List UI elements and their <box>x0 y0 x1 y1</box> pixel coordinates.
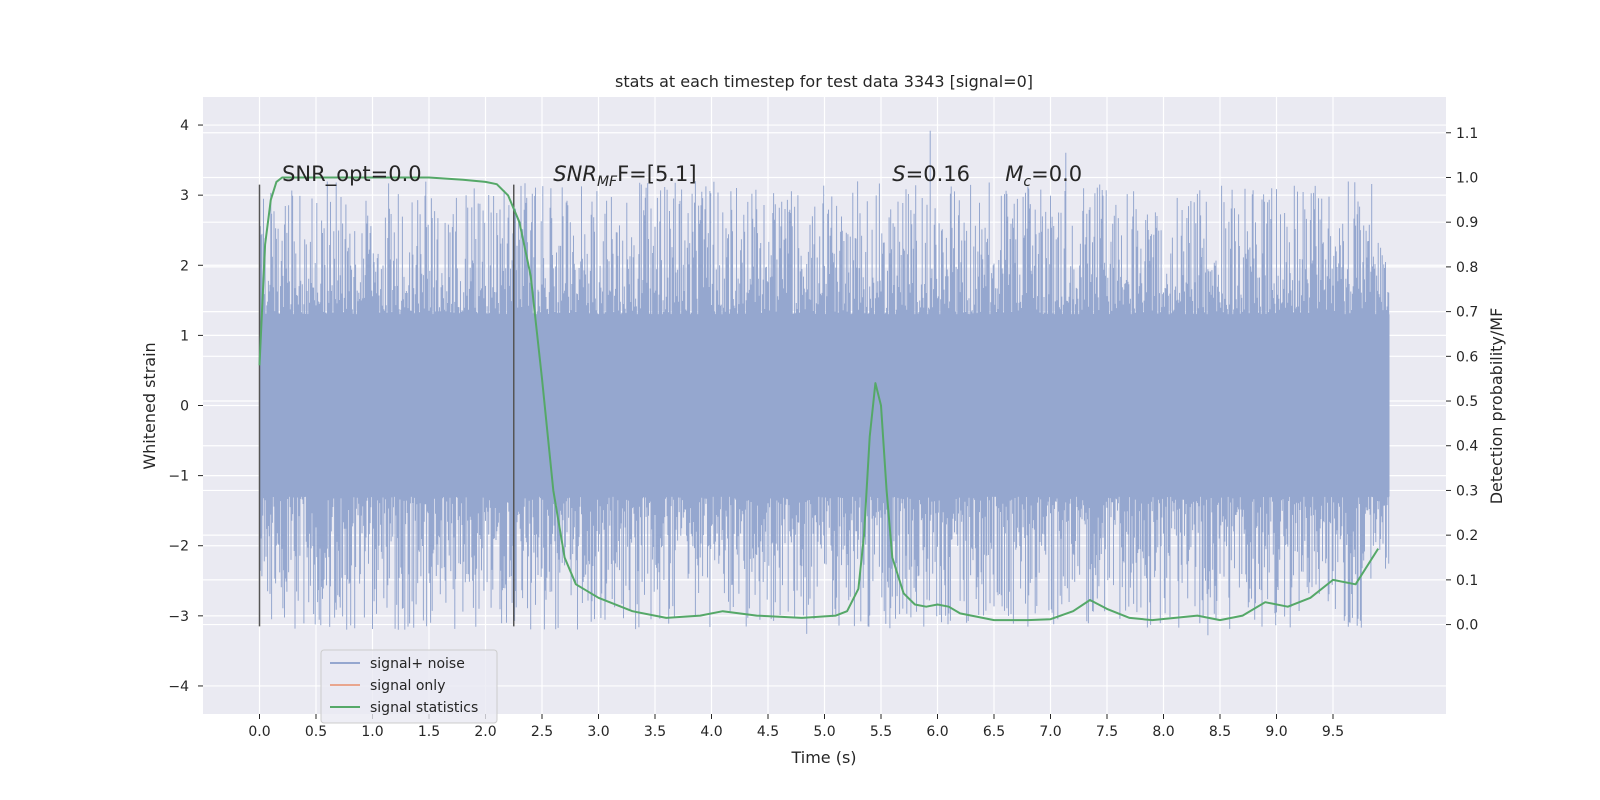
y-tick-label: 3 <box>180 188 189 204</box>
y-tick-label: −1 <box>168 469 189 485</box>
signal-statistics-series <box>258 176 1380 622</box>
y2-tick-label: 1.0 <box>1456 170 1478 186</box>
x-tick-label: 9.0 <box>1265 724 1287 740</box>
x-tick-label: 8.5 <box>1209 724 1231 740</box>
y2-tick-label: 1.1 <box>1456 126 1478 142</box>
annotation-snr-mf: SNRMFF=[5.1] <box>553 162 696 190</box>
x-tick-label: 3.5 <box>644 724 666 740</box>
annotation-mc: Mc=0.0 <box>1005 162 1082 190</box>
y-tick-label: 4 <box>180 118 189 134</box>
legend-label-stats: signal statistics <box>370 700 478 716</box>
x-tick-label: 8.0 <box>1152 724 1174 740</box>
y2-tick-label: 0.9 <box>1456 215 1478 231</box>
x-axis-label: Time (s) <box>790 748 856 767</box>
legend-label-noise: signal+ noise <box>370 656 465 672</box>
y-tick-label: −4 <box>168 679 189 695</box>
x-tick-label: 1.5 <box>418 724 440 740</box>
chart-title: stats at each timestep for test data 334… <box>615 72 1033 91</box>
y2-tick-label: 0.7 <box>1456 305 1478 321</box>
x-tick-label: 5.0 <box>813 724 835 740</box>
legend: signal+ noise signal only signal statist… <box>320 649 498 724</box>
y2-tick-label: 0.6 <box>1456 349 1478 365</box>
y-tick-label: −2 <box>168 539 189 555</box>
x-tick-label: 4.0 <box>700 724 722 740</box>
stat-line <box>258 176 1380 622</box>
y2-axis-label: Detection probability/MF <box>1487 308 1506 505</box>
marker-lines <box>258 184 515 627</box>
y-tick-label: 2 <box>180 258 189 274</box>
annotations: SNR_opt=0.0 SNRMFF=[5.1] S=0.16 Mc=0.0 <box>282 162 1082 190</box>
y2-tick-label: 0.2 <box>1456 528 1478 544</box>
y2-tick-label: 0.3 <box>1456 483 1478 499</box>
y2-tick-label: 0.8 <box>1456 260 1478 276</box>
x-tick-label: 5.5 <box>870 724 892 740</box>
x-tick-label: 7.0 <box>1039 724 1061 740</box>
x-tick-label: 6.5 <box>983 724 1005 740</box>
x-tick-label: 0.0 <box>248 724 270 740</box>
annotation-snr-opt: SNR_opt=0.0 <box>282 162 422 187</box>
x-tick-label: 9.5 <box>1322 724 1344 740</box>
signal-noise-series <box>259 130 1390 636</box>
x-tick-label: 7.5 <box>1096 724 1118 740</box>
x-tick-label: 0.5 <box>305 724 327 740</box>
x-tick-label: 1.0 <box>361 724 383 740</box>
y2-tick-label: 0.0 <box>1456 618 1478 634</box>
y2-tick-label: 0.4 <box>1456 439 1478 455</box>
legend-box <box>320 649 498 724</box>
legend-label-signal: signal only <box>370 678 445 694</box>
y-tick-label: −3 <box>168 609 189 625</box>
y2-tick-label: 0.1 <box>1456 573 1478 589</box>
y-tick-label: 1 <box>180 328 189 344</box>
x-tick-label: 3.0 <box>587 724 609 740</box>
y2-tick-label: 0.5 <box>1456 394 1478 410</box>
y-tick-label: 0 <box>180 399 189 415</box>
x-tick-label: 2.0 <box>474 724 496 740</box>
annotation-s: S=0.16 <box>892 162 970 186</box>
y-axis-label: Whitened strain <box>140 342 159 469</box>
y2-ticks: 0.0 0.1 0.2 0.3 0.4 0.5 0.6 0.7 0.8 0.9 1.0 1.1 <box>1446 126 1478 634</box>
x-tick-label: 6.0 <box>926 724 948 740</box>
x-tick-label: 4.5 <box>757 724 779 740</box>
y-ticks: −4 −3 −2 −1 0 1 2 3 4 <box>168 118 203 695</box>
x-tick-label: 2.5 <box>531 724 553 740</box>
x-ticks: 0.0 0.5 1.0 1.5 2.0 2.5 3.0 3.5 4.0 4.5 5.0 5.5 6.0 6… <box>248 714 1344 740</box>
